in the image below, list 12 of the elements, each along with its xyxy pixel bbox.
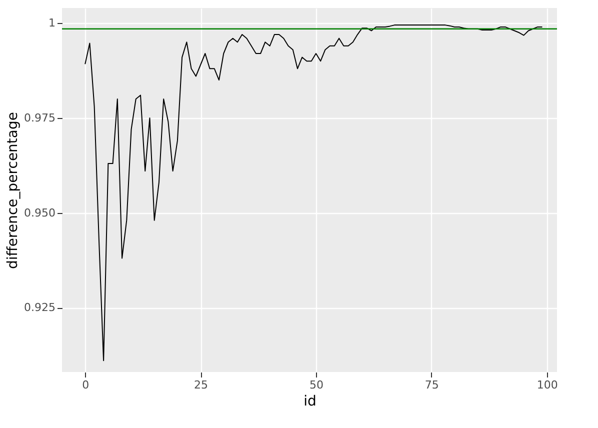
y-tick-label: 0.950: [24, 206, 56, 220]
y-tick-label: 0.975: [24, 111, 56, 124]
x-tick-label: 100: [536, 378, 558, 392]
x-tick-label: 0: [82, 378, 90, 392]
x-tick-label: 50: [309, 378, 324, 392]
x-tick-label: 75: [424, 378, 439, 392]
y-tick-label: 1: [48, 16, 56, 30]
y-axis-title: difference_percentage: [5, 112, 22, 269]
line-series: [84, 24, 543, 362]
y-tick-label: 0.925: [24, 301, 56, 314]
x-axis-title: id: [304, 394, 316, 410]
x-tick-label: 25: [194, 378, 208, 392]
